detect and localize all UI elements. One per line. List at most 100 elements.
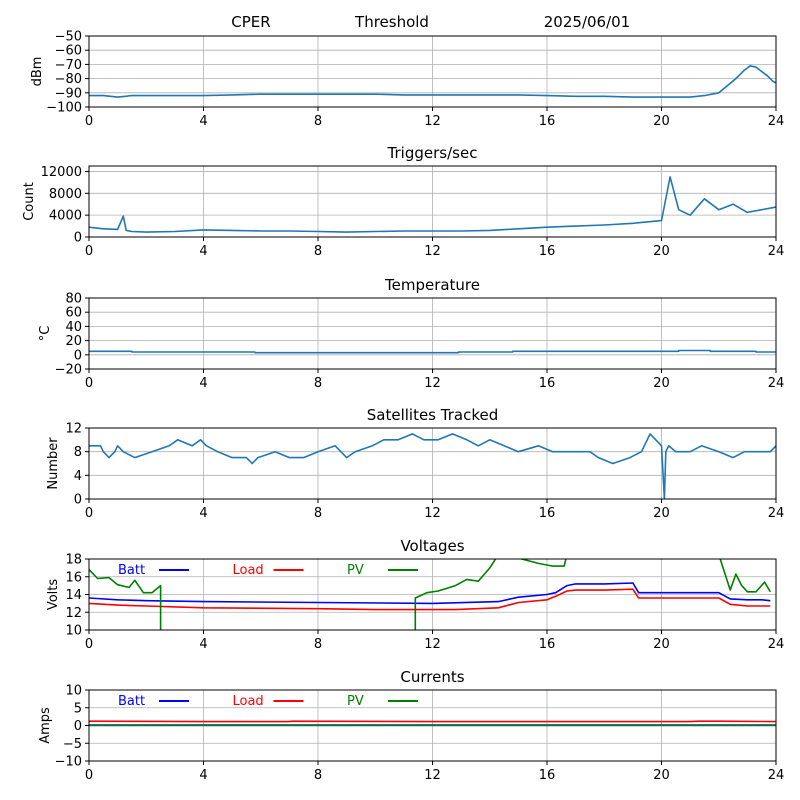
x-tick-label: 4	[199, 114, 207, 129]
x-tick-label: 24	[768, 637, 785, 652]
x-tick-label: 8	[314, 376, 322, 391]
y-tick-label: −5	[63, 737, 82, 752]
x-tick-label: 24	[768, 244, 785, 259]
panel-signal: 0 4 8 12 16 20 24 −100−90−80−70−60−50 dBm	[30, 30, 784, 130]
legend-label-load: Load	[233, 563, 264, 578]
series-line	[89, 176, 776, 233]
y-tick-label: 0	[74, 348, 82, 363]
x-tick-label: 16	[539, 506, 556, 521]
x-tick-label: 16	[539, 114, 556, 129]
x-tick-label: 20	[653, 114, 670, 129]
x-tick-label: 4	[199, 376, 207, 391]
y-axis-label: °C	[38, 326, 53, 342]
x-tick-label: 12	[424, 768, 441, 783]
x-tick-label: 12	[424, 637, 441, 652]
x-tick-label: 0	[85, 637, 93, 652]
legend-label-pv: PV	[347, 694, 364, 709]
x-tick-label: 16	[539, 376, 556, 391]
y-tick-label: −80	[55, 72, 82, 87]
panel-title: Currents	[400, 668, 464, 686]
y-tick-label: 8000	[49, 187, 82, 202]
x-tick-label: 8	[314, 637, 322, 652]
series-line-batt	[89, 582, 771, 605]
y-tick-label: 0	[74, 719, 82, 734]
series-line	[89, 349, 776, 354]
y-axis-label: dBm	[30, 57, 45, 87]
panel-title: Voltages	[400, 537, 464, 555]
x-tick-label: 4	[199, 768, 207, 783]
x-tick-label: 20	[653, 376, 670, 391]
x-tick-label: 4	[199, 637, 207, 652]
y-tick-label: 80	[65, 292, 82, 307]
header-mode: Threshold	[354, 13, 429, 31]
y-tick-label: −70	[55, 58, 82, 73]
x-tick-label: 12	[424, 114, 441, 129]
panel-title: Temperature	[384, 276, 480, 294]
x-tick-label: 16	[539, 768, 556, 783]
series-line	[89, 433, 776, 499]
x-tick-label: 0	[85, 376, 93, 391]
y-tick-label: 4000	[49, 209, 82, 224]
y-tick-label: 5	[74, 701, 82, 716]
y-axis-label: Count	[22, 182, 37, 221]
legend-label-batt: Batt	[118, 694, 145, 709]
x-tick-label: 8	[314, 506, 322, 521]
y-tick-label: −90	[55, 86, 82, 101]
y-tick-label: 4	[74, 469, 82, 484]
y-tick-label: −100	[46, 101, 82, 116]
panel-voltages: 0 4 8 12 16 20 24 10 12 14 16 18 Voltages Volts Batt Lo…	[46, 537, 784, 652]
header-site: CPER	[231, 13, 270, 31]
header-date: 2025/06/01	[544, 13, 630, 31]
x-tick-label: 8	[314, 244, 322, 259]
x-tick-label: 12	[424, 244, 441, 259]
x-tick-label: 0	[85, 506, 93, 521]
x-tick-label: 16	[539, 244, 556, 259]
x-tick-label: 0	[85, 244, 93, 259]
y-tick-label: 10	[65, 624, 82, 639]
x-tick-label: 4	[199, 506, 207, 521]
legend-label-batt: Batt	[118, 563, 145, 578]
panel-triggers: 0 4 8 12 16 20 24 0 4000 8000 12000 Triggers/sec Cou…	[22, 144, 784, 259]
y-tick-label: 60	[65, 306, 82, 321]
x-tick-label: 24	[768, 506, 785, 521]
y-tick-label: 12	[65, 422, 82, 437]
series-line-load	[89, 588, 771, 611]
x-tick-label: 8	[314, 114, 322, 129]
panel-title: Triggers/sec	[387, 144, 478, 162]
series-line	[89, 65, 776, 98]
x-tick-label: 24	[768, 114, 785, 129]
x-tick-label: 0	[85, 114, 93, 129]
y-tick-label: 0	[74, 231, 82, 246]
x-tick-label: 12	[424, 506, 441, 521]
x-tick-label: 24	[768, 768, 785, 783]
x-tick-label: 16	[539, 637, 556, 652]
series-line-pv	[89, 559, 771, 630]
panel-satellites: 0 4 8 12 16 20 24 0 4 8 12 Satellites Tracked Number	[46, 406, 784, 521]
panel-title: Satellites Tracked	[367, 406, 498, 424]
x-tick-label: 20	[653, 244, 670, 259]
x-tick-label: 20	[653, 506, 670, 521]
y-tick-label: 12	[65, 606, 82, 621]
x-tick-label: 0	[85, 768, 93, 783]
y-tick-label: −20	[55, 363, 82, 378]
y-tick-label: 14	[65, 588, 82, 603]
y-axis-label: Number	[46, 437, 61, 490]
y-tick-label: 16	[65, 570, 82, 585]
panel-currents: 0 4 8 12 16 20 24 −10 −5 0 5 10 Currents Amps Batt Load…	[38, 668, 784, 783]
y-tick-label: −60	[55, 44, 82, 59]
y-tick-label: 20	[65, 334, 82, 349]
y-tick-label: 12000	[41, 165, 82, 180]
y-tick-label: 8	[74, 445, 82, 460]
y-tick-label: −10	[55, 755, 82, 770]
y-axis-label: Volts	[46, 579, 61, 611]
legend-label-pv: PV	[347, 563, 364, 578]
y-tick-label: 0	[74, 493, 82, 508]
y-tick-label: 10	[65, 684, 82, 699]
y-tick-label: −50	[55, 30, 82, 45]
x-tick-label: 4	[199, 244, 207, 259]
x-tick-label: 20	[653, 637, 670, 652]
y-tick-label: 18	[65, 553, 82, 568]
